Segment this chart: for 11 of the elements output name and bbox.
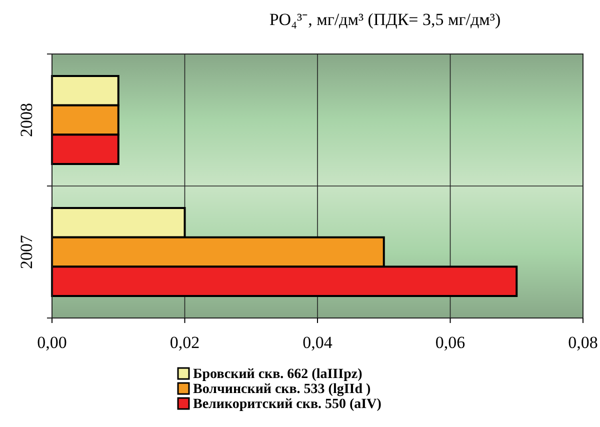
legend-label: Бровский скв. 662 (laIIIpz) — [193, 367, 363, 382]
x-tick-label: 0,00 — [37, 333, 67, 352]
legend-label: Волчинский скв. 533 (lgIId ) — [193, 382, 372, 397]
chart-title: PO₄³⁻, мг/дм³ (ПДК= 3,5 мг/дм³) — [269, 10, 501, 29]
y-tick-label: 2007 — [17, 234, 36, 269]
x-tick-label: 0,04 — [302, 333, 333, 352]
x-tick-label: 0,06 — [435, 333, 466, 352]
x-tick-label: 0,02 — [170, 333, 200, 352]
legend-label: Великоритский скв. 550 (aIV) — [193, 397, 382, 412]
y-tick-label: 2008 — [17, 103, 36, 137]
x-tick-label: 0,08 — [568, 333, 598, 352]
